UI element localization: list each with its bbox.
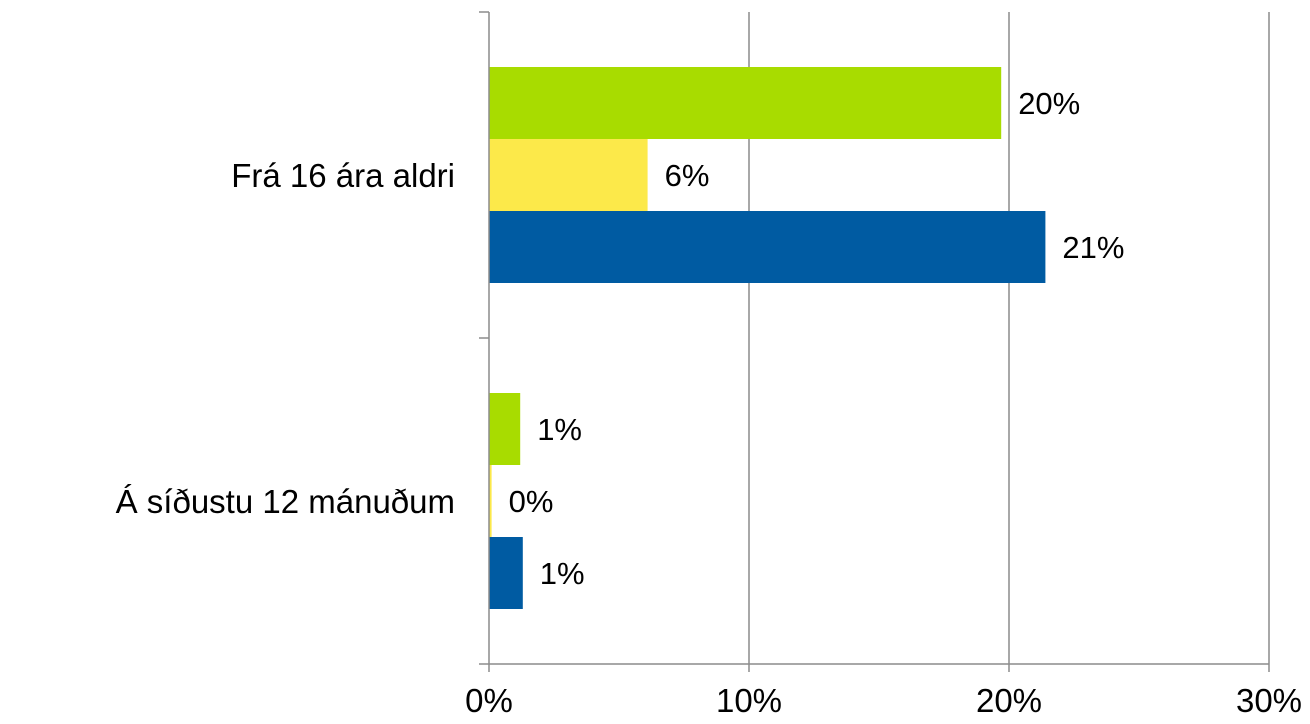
bar-s1-c0	[489, 139, 648, 211]
bar-s2-c0	[489, 211, 1046, 283]
data-label-s0-c0: 20%	[1018, 86, 1080, 121]
axes	[479, 11, 1270, 672]
bar-s2-c1	[489, 537, 523, 609]
x-tick-label-2: 20%	[976, 682, 1042, 719]
data-label-s1-c0: 6%	[665, 158, 710, 193]
data-label-s1-c1: 0%	[509, 484, 554, 519]
category-label-1: Á síðustu 12 mánuðum	[116, 483, 455, 520]
x-tick-label-0: 0%	[465, 682, 513, 719]
x-tick-label-3: 30%	[1236, 682, 1302, 719]
labels: 0% 10% 20% 30% Frá 16 ára aldri 20% 6% 21% Á síð…	[116, 86, 1302, 719]
category-label-0: Frá 16 ára aldri	[231, 157, 455, 194]
bar-s1-c1	[489, 465, 492, 537]
bars	[489, 67, 1046, 609]
x-tick-label-1: 10%	[716, 682, 782, 719]
bar-s0-c0	[489, 67, 1002, 139]
data-label-s2-c1: 1%	[540, 556, 585, 591]
bar-s0-c1	[489, 393, 521, 465]
data-label-s0-c1: 1%	[537, 412, 582, 447]
data-label-s2-c0: 21%	[1062, 230, 1124, 265]
